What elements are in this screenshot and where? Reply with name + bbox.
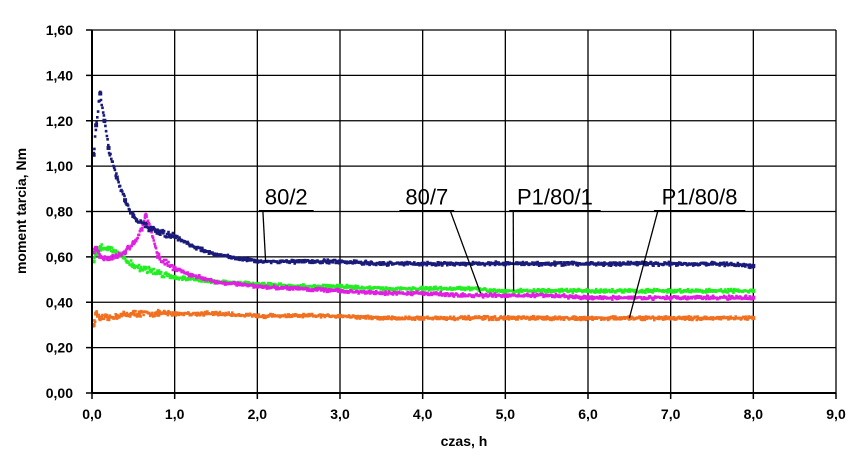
annotation-P1-80-8: P1/80/8 (628, 185, 746, 319)
y-tick-label: 0,00 (46, 385, 73, 401)
y-tick-label: 1,20 (46, 113, 73, 129)
data-point (156, 311, 161, 316)
x-tick-label: 1,0 (165, 406, 185, 422)
series-points (92, 243, 755, 295)
x-tick-label: 5,0 (496, 406, 516, 422)
series-layer (91, 90, 756, 328)
annotation-label: P1/80/8 (662, 185, 738, 210)
data-point (94, 123, 99, 128)
y-tick-label: 0,20 (46, 340, 73, 356)
series-points (92, 308, 755, 328)
x-tick-label: 9,0 (826, 406, 846, 422)
annotations: 80/2 80/7 P1/80/1 P1/80/8 (258, 185, 746, 319)
annotation-label: 80/2 (265, 185, 308, 210)
x-tick-label: 7,0 (661, 406, 681, 422)
data-point (123, 198, 128, 203)
y-tick-label: 0,60 (46, 249, 73, 265)
y-tick-label: 0,40 (46, 294, 73, 310)
series-P1-80-8 (91, 308, 756, 328)
axes (86, 29, 837, 399)
x-tick-label: 0,0 (82, 406, 102, 422)
y-tick-label: 0,80 (46, 204, 73, 220)
x-axis-title: czas, h (441, 433, 488, 449)
data-point (106, 145, 111, 150)
annotation-80-2: 80/2 (258, 185, 314, 262)
annotation-P1-80-1: P1/80/1 (509, 185, 601, 291)
series-80-2 (91, 90, 756, 270)
y-axis-title: moment tarcia, Nm (13, 148, 29, 274)
x-tick-label: 6,0 (578, 406, 598, 422)
tick-labels: 0,0 1,0 2,0 3,0 4,0 5,0 6,0 7,0 8,0 9,0 0,00 0,20 0,… (46, 22, 846, 422)
annotation-leader (449, 210, 482, 294)
annotation-80-7: 80/7 (399, 185, 482, 294)
data-point (98, 91, 103, 96)
y-tick-label: 1,40 (46, 67, 73, 83)
annotation-leader (262, 210, 267, 262)
y-tick-label: 1,60 (46, 22, 73, 38)
x-tick-label: 4,0 (413, 406, 433, 422)
y-tick-label: 1,00 (46, 158, 73, 174)
data-point (91, 152, 96, 157)
annotation-leader (628, 210, 659, 319)
x-tick-label: 3,0 (330, 406, 350, 422)
annotation-label: 80/7 (405, 185, 448, 210)
x-tick-label: 2,0 (248, 406, 268, 422)
x-tick-label: 8,0 (744, 406, 764, 422)
annotation-label: P1/80/1 (517, 185, 593, 210)
